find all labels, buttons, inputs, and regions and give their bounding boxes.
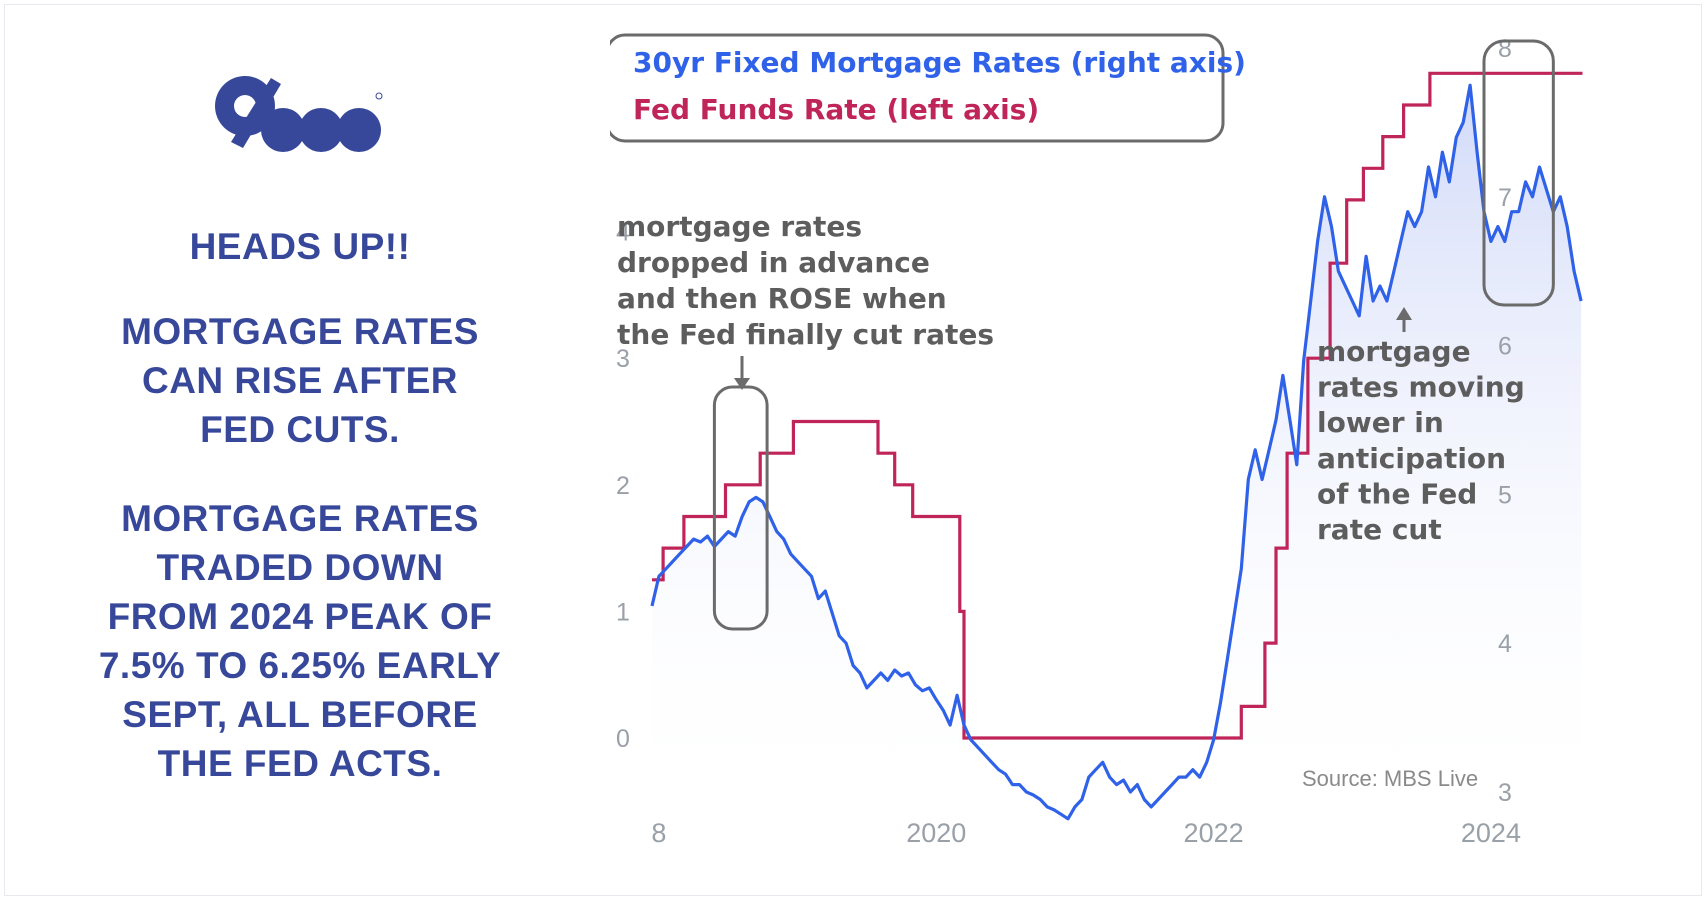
source-label: Source: MBS Live bbox=[1302, 766, 1478, 791]
legend-box bbox=[610, 33, 1225, 143]
x-axis-tick-label: 2020 bbox=[906, 818, 966, 848]
message-block-1: MORTGAGE RATES CAN RISE AFTER FED CUTS. bbox=[40, 307, 560, 454]
annotation-2-text: anticipation bbox=[1317, 442, 1506, 475]
annotation-1-text: mortgage rates bbox=[617, 210, 862, 243]
annotation-2-text: of the Fed bbox=[1317, 477, 1477, 510]
x-axis-tick-label: 2024 bbox=[1461, 818, 1521, 848]
fed-funds-line bbox=[652, 71, 1583, 740]
left-axis-tick-label: 2 bbox=[616, 472, 630, 500]
annotation-2-text: rate cut bbox=[1317, 513, 1442, 546]
legend-mortgage-label: 30yr Fixed Mortgage Rates (right axis) bbox=[633, 46, 1246, 79]
message-2-line: 7.5% TO 6.25% EARLY bbox=[98, 645, 502, 686]
right-axis-tick-label: 7 bbox=[1498, 184, 1512, 212]
heads-up-title: HEADS UP!! bbox=[189, 226, 411, 267]
annotation-1-text: and then ROSE when bbox=[617, 282, 947, 315]
annotation-2-box bbox=[1482, 39, 1555, 307]
message-2-line: TRADED DOWN bbox=[156, 547, 444, 588]
message-2-line: THE FED ACTS. bbox=[157, 743, 443, 784]
x-axis-tick-label: 8 bbox=[651, 818, 666, 848]
message-1-line: FED CUTS. bbox=[200, 409, 400, 450]
left-axis-tick-label: 3 bbox=[616, 345, 630, 373]
left-axis-tick-label: 0 bbox=[616, 725, 630, 753]
annotation-2-arrowhead bbox=[1396, 307, 1412, 320]
annotation-2-text: rates moving bbox=[1317, 371, 1525, 404]
annotation-1-arrowhead bbox=[734, 378, 750, 390]
annotation-2-text: mortgage bbox=[1317, 335, 1471, 368]
rates-chart: 0123453456788202020222024 mortgage rates… bbox=[610, 33, 1583, 848]
left-axis-tick-label: 4 bbox=[616, 219, 630, 247]
message-1-line: MORTGAGE RATES bbox=[121, 311, 479, 352]
image-frame bbox=[4, 4, 1702, 896]
right-axis-tick-label: 6 bbox=[1498, 333, 1512, 361]
message-2-line: MORTGAGE RATES bbox=[121, 498, 479, 539]
annotation-1-text: the Fed finally cut rates bbox=[617, 318, 994, 351]
mortgage-area-fill bbox=[652, 85, 1582, 819]
x-axis-tick-label: 2022 bbox=[1184, 818, 1244, 848]
brand-logo-icon bbox=[215, 76, 383, 152]
right-axis-tick-label: 8 bbox=[1498, 35, 1512, 63]
right-axis-tick-label: 4 bbox=[1498, 630, 1512, 658]
message-2-line: SEPT, ALL BEFORE bbox=[122, 694, 478, 735]
message-block-2: MORTGAGE RATES TRADED DOWN FROM 2024 PEA… bbox=[40, 494, 560, 788]
annotation-1-text: dropped in advance bbox=[617, 246, 930, 279]
annotation-2-text: lower in bbox=[1317, 406, 1444, 439]
right-axis-tick-label: 5 bbox=[1498, 481, 1512, 509]
right-axis-tick-label: 3 bbox=[1498, 779, 1512, 807]
mortgage-rate-line bbox=[650, 83, 1583, 821]
message-1-line: CAN RISE AFTER bbox=[141, 360, 459, 401]
message-2-line: FROM 2024 PEAK OF bbox=[107, 596, 493, 637]
legend-fed-label: Fed Funds Rate (left axis) bbox=[633, 93, 1039, 126]
left-axis-tick-label: 1 bbox=[616, 598, 630, 626]
